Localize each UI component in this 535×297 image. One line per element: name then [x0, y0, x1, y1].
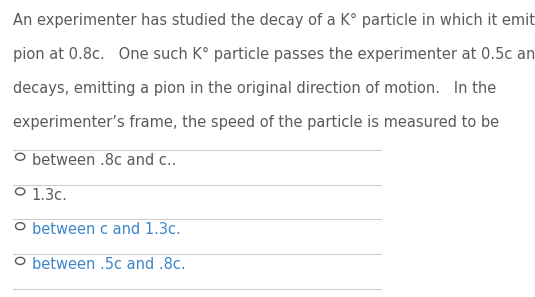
Text: between c and 1.3c.: between c and 1.3c.: [32, 222, 181, 237]
Text: decays, emitting a pion in the original direction of motion.   In the: decays, emitting a pion in the original …: [13, 81, 496, 96]
Text: 1.3c.: 1.3c.: [32, 188, 68, 203]
Text: between .8c and c..: between .8c and c..: [32, 153, 176, 168]
Text: experimenter’s frame, the speed of the particle is measured to be: experimenter’s frame, the speed of the p…: [13, 115, 499, 130]
Text: pion at 0.8c.   One such K° particle passes the experimenter at 0.5c and: pion at 0.8c. One such K° particle passe…: [13, 47, 535, 62]
Text: between .5c and .8c.: between .5c and .8c.: [32, 257, 186, 272]
Text: An experimenter has studied the decay of a K° particle in which it emits a: An experimenter has studied the decay of…: [13, 13, 535, 28]
